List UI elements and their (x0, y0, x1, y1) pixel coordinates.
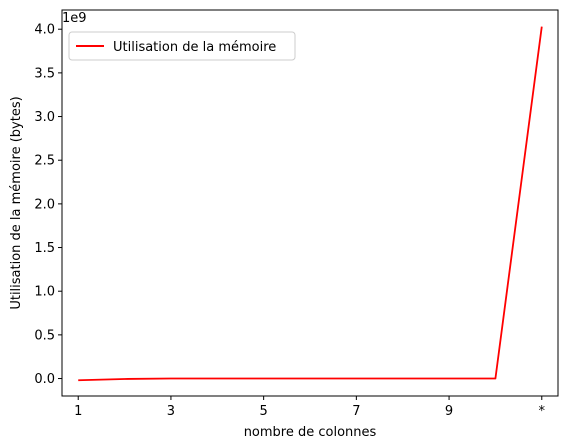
y-tick-label: 2.5 (34, 154, 55, 169)
y-tick-label: 0.5 (34, 328, 55, 343)
y-tick-label: 4.0 (34, 23, 55, 38)
legend-label: Utilisation de la mémoire (113, 40, 276, 55)
legend-box (68, 31, 296, 61)
y-tick-label: 0.0 (34, 372, 55, 387)
y-tick-label: 3.5 (34, 66, 55, 81)
x-tick-label: 7 (352, 404, 360, 419)
series-layer (78, 26, 543, 382)
y-tick-label: 1.0 (34, 285, 55, 300)
plot-frame (61, 9, 559, 397)
y-tick-label: 1.5 (34, 241, 55, 256)
x-tick-label: 9 (445, 404, 453, 419)
x-axis-ticks: 1 3 5 7 9 * (74, 396, 546, 419)
x-tick-label: 3 (167, 404, 175, 419)
y-offset-label: 1e9 (62, 11, 87, 26)
legend: Utilisation de la mémoire (68, 31, 296, 61)
x-tick-label: * (539, 404, 546, 419)
y-axis-label: Utilisation de la mémoire (bytes) (9, 96, 24, 309)
series-line (78, 26, 543, 382)
y-tick-label: 2.0 (34, 197, 55, 212)
x-axis-label: nombre de colonnes (244, 425, 377, 440)
y-tick-label: 3.0 (34, 110, 55, 125)
y-axis-ticks: 0.0 0.5 1.0 1.5 2.0 2.5 3.0 3.5 4.0 (34, 23, 62, 387)
x-tick-label: 5 (260, 404, 268, 419)
x-tick-label: 1 (74, 404, 82, 419)
